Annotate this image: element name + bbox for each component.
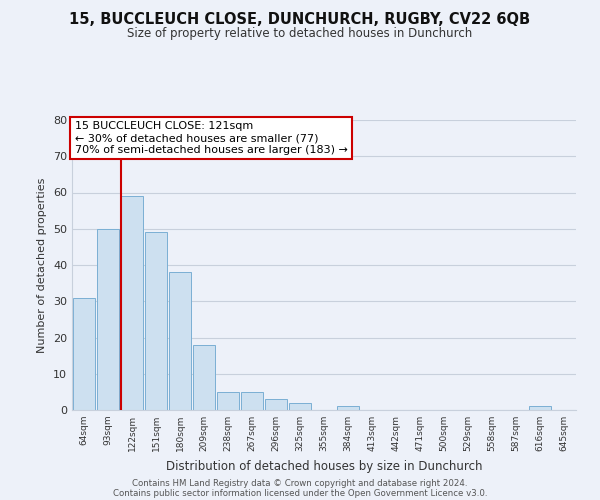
- Bar: [265, 399, 287, 410]
- Bar: [337, 406, 359, 410]
- Bar: [169, 272, 191, 410]
- Bar: [145, 232, 167, 410]
- Text: Contains HM Land Registry data © Crown copyright and database right 2024.: Contains HM Land Registry data © Crown c…: [132, 478, 468, 488]
- Bar: [241, 392, 263, 410]
- Y-axis label: Number of detached properties: Number of detached properties: [37, 178, 47, 352]
- Bar: [289, 403, 311, 410]
- X-axis label: Distribution of detached houses by size in Dunchurch: Distribution of detached houses by size …: [166, 460, 482, 472]
- Text: Size of property relative to detached houses in Dunchurch: Size of property relative to detached ho…: [127, 28, 473, 40]
- Bar: [121, 196, 143, 410]
- Bar: [73, 298, 95, 410]
- Text: 15 BUCCLEUCH CLOSE: 121sqm
← 30% of detached houses are smaller (77)
70% of semi: 15 BUCCLEUCH CLOSE: 121sqm ← 30% of deta…: [74, 122, 347, 154]
- Bar: [529, 406, 551, 410]
- Bar: [97, 229, 119, 410]
- Bar: [193, 345, 215, 410]
- Text: Contains public sector information licensed under the Open Government Licence v3: Contains public sector information licen…: [113, 488, 487, 498]
- Text: 15, BUCCLEUCH CLOSE, DUNCHURCH, RUGBY, CV22 6QB: 15, BUCCLEUCH CLOSE, DUNCHURCH, RUGBY, C…: [70, 12, 530, 28]
- Bar: [217, 392, 239, 410]
